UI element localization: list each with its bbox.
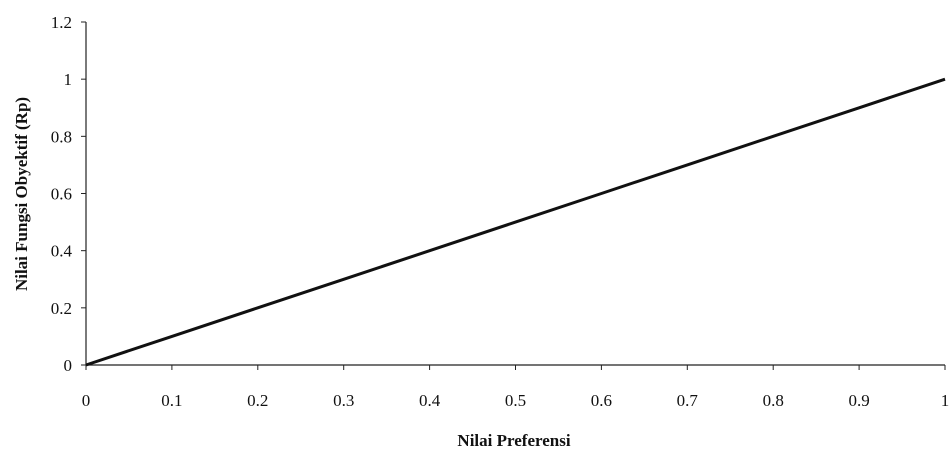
series-line	[85, 77, 946, 367]
y-tick-label: 0.4	[51, 242, 73, 261]
y-tick-label: 1	[64, 70, 73, 89]
x-tick-label: 0	[82, 391, 91, 410]
x-tick-label: 0.5	[505, 391, 526, 410]
series-layer	[85, 77, 946, 367]
x-tick-label: 0.8	[763, 391, 784, 410]
x-tick-label: 0.3	[333, 391, 354, 410]
x-tick-label: 0.4	[419, 391, 441, 410]
y-tick-label: 0.6	[51, 185, 72, 204]
x-tick-label: 0.7	[677, 391, 699, 410]
x-tick-label: 1	[941, 391, 949, 410]
x-ticks: 0 0.1 0.2 0.3 0.4 0.5 0.6 0.7 0.8 0.9 1	[82, 365, 949, 410]
y-tick-label: 1.2	[51, 13, 72, 32]
x-tick-label: 0.9	[848, 391, 869, 410]
y-axis-title: Nilai Fungsi Obyektif (Rp)	[12, 97, 31, 291]
x-tick-label: 0.2	[247, 391, 268, 410]
y-tick-label: 0.8	[51, 127, 72, 146]
y-tick-label: 0	[64, 356, 73, 375]
y-ticks: 0 0.2 0.4 0.6 0.8 1 1.2	[51, 13, 86, 375]
x-axis-title: Nilai Preferensi	[457, 431, 570, 450]
x-tick-label: 0.1	[161, 391, 182, 410]
x-tick-label: 0.6	[591, 391, 612, 410]
y-tick-label: 0.2	[51, 299, 72, 318]
